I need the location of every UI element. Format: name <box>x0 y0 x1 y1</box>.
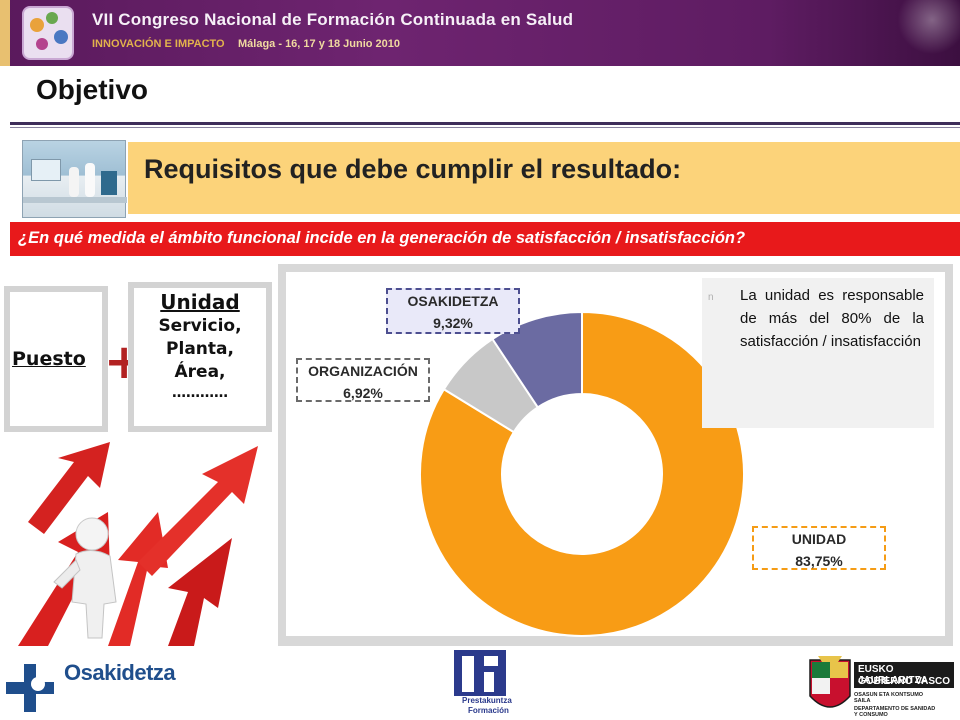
congress-subtitle: INNOVACIÓN E IMPACTO <box>92 38 225 50</box>
slice-unidad <box>419 310 745 637</box>
osakidetza-text: Osakidetza <box>64 660 176 685</box>
hospital-photo <box>22 140 127 218</box>
prestakuntza-logo-icon <box>454 650 506 696</box>
crossroads-illustration <box>18 442 258 646</box>
gv-sub-2: SAILA <box>854 698 871 704</box>
gv-line-1: EUSKO JAURLARITZA <box>858 664 928 686</box>
congress-place-date: Málaga - 16, 17 y 18 Junio 2010 <box>238 38 401 50</box>
gv-sub-1: OSASUN ETA KONTSUMO <box>854 692 924 698</box>
requirements-title: Requisitos que debe cumplir el resultado… <box>144 154 682 184</box>
osakidetza-category: OSAKIDETZA <box>407 293 499 309</box>
gv-line-2: GOBIERNO VASCO <box>858 676 951 687</box>
bullet-icon: n <box>708 292 714 303</box>
gv-sub-3: DEPARTAMENTO DE SANIDAD <box>854 706 936 712</box>
puesto-label: Puesto <box>12 348 86 370</box>
requirements-band <box>128 142 960 214</box>
divider <box>10 122 960 125</box>
unidad-title: Unidad <box>160 290 240 314</box>
formacion-text: Formación <box>468 706 509 715</box>
organizacion-category: ORGANIZACIÓN <box>308 363 418 379</box>
unidad-label: UNIDAD 83,75% <box>752 526 886 570</box>
congress-logo-icon <box>22 6 74 60</box>
divider-thin <box>10 127 960 128</box>
congress-title: VII Congreso Nacional de Formación Conti… <box>92 10 574 29</box>
organizacion-label: ORGANIZACIÓN 6,92% <box>296 358 430 402</box>
unidad-value: 83,75% <box>795 553 843 569</box>
unidad-ellipsis: ………… <box>172 385 228 401</box>
header-banner <box>0 0 960 66</box>
note-box <box>702 278 934 428</box>
question-bar <box>10 222 960 256</box>
gv-sub-4: Y CONSUMO <box>854 712 888 718</box>
unidad-box <box>128 282 272 432</box>
note-text: La unidad es responsable de más del 80% … <box>740 287 924 350</box>
organizacion-value: 6,92% <box>343 385 383 401</box>
question-text: ¿En qué medida el ámbito funcional incid… <box>18 229 746 247</box>
header-decoration <box>890 0 960 66</box>
osakidetza-logo-icon <box>6 664 54 712</box>
prestakuntza-text: Prestakuntza <box>462 696 512 705</box>
osakidetza-label: OSAKIDETZA 9,32% <box>386 288 520 334</box>
unidad-category: UNIDAD <box>791 531 847 547</box>
unidad-line: Planta, <box>166 339 234 359</box>
gobierno-vasco-band <box>854 662 954 688</box>
puesto-box <box>4 286 108 432</box>
header-accent-bar <box>0 0 10 66</box>
page-title: Objetivo <box>36 74 149 105</box>
unidad-description: Unidad Servicio, Planta, Área, ………… <box>134 289 266 402</box>
unidad-line: Área, <box>174 362 226 382</box>
gobierno-vasco-shield-icon <box>809 656 851 708</box>
unidad-line: Servicio, <box>158 316 242 336</box>
osakidetza-value: 9,32% <box>433 315 473 331</box>
